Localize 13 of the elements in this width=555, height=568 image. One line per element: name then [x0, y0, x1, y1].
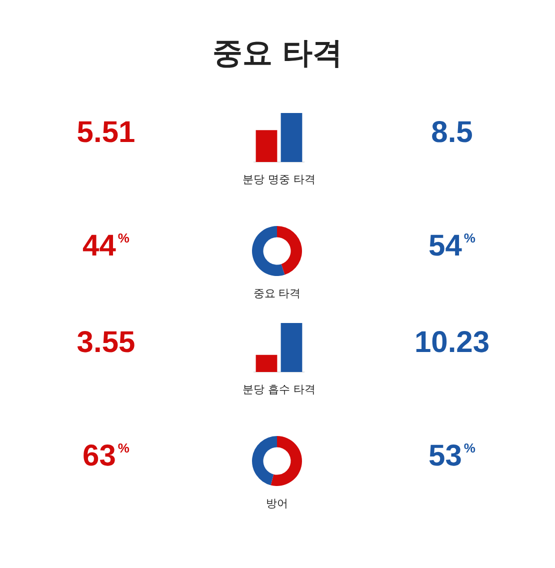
text: 3.55: [76, 326, 136, 359]
text: 44%: [82, 229, 130, 262]
x-axis-title: 분당 흡수 타격: [242, 382, 316, 396]
text: 중요 타격: [253, 286, 301, 300]
text: 5.51: [76, 116, 136, 149]
text: 10.23: [414, 326, 490, 359]
text: 8.5: [431, 116, 473, 149]
text: 54%: [428, 229, 476, 262]
text: 53%: [428, 439, 476, 472]
x-axis-title: 분당 명중 타격: [242, 172, 316, 186]
text: 방어: [266, 496, 288, 510]
chart-title: 중요 타격: [211, 35, 344, 73]
text: 63%: [82, 439, 130, 472]
